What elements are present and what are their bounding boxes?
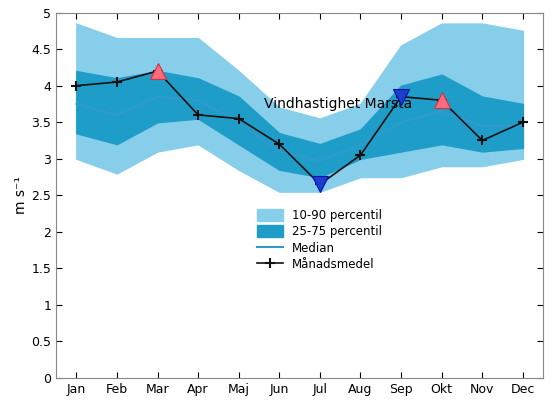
Text: Vindhastighet Marsta: Vindhastighet Marsta — [264, 97, 413, 111]
Legend: 10-90 percentil, 25-75 percentil, Median, Månadsmedel: 10-90 percentil, 25-75 percentil, Median… — [257, 208, 382, 271]
Y-axis label: m s⁻¹: m s⁻¹ — [15, 176, 29, 214]
